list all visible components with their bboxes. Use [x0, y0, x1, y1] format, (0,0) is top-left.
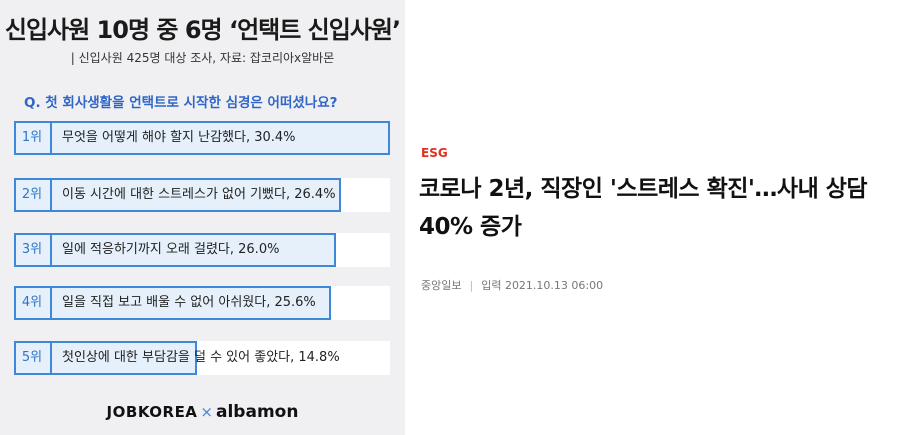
rank-answer: 무엇을 어떻게 해야 할지 난감했다, 30.4% [62, 130, 296, 145]
rank-answer: 일을 직접 보고 배울 수 없어 아쉬웠다, 25.6% [62, 295, 316, 310]
rank-answer: 첫인상에 대한 부담감을 덜 수 있어 좋았다, 14.8% [62, 350, 340, 365]
rank-number: 5위 [14, 341, 52, 375]
rank-number: 2위 [14, 178, 52, 212]
rank-answer: 일에 적응하기까지 오래 걸렸다, 26.0% [62, 242, 280, 257]
survey-infographic: 신입사원 10명 중 6명 ‘언택트 신입사원’ | 신입사원 425명 대상 … [0, 0, 405, 435]
rank-number: 3위 [14, 233, 52, 267]
rank-row: 4위 일을 직접 보고 배울 수 없어 아쉬웠다, 25.6% [14, 286, 390, 320]
rank-number: 1위 [14, 121, 52, 155]
article-publisher: 중앙일보 [421, 279, 462, 292]
rank-number: 4위 [14, 286, 52, 320]
rank-row: 3위 일에 적응하기까지 오래 걸렸다, 26.0% [14, 233, 390, 267]
rank-row: 5위 첫인상에 대한 부담감을 덜 수 있어 좋았다, 14.8% [14, 341, 390, 375]
article-headline[interactable]: 코로나 2년, 직장인 '스트레스 확진'…사내 상담 40% 증가 [419, 176, 868, 240]
article-category[interactable]: ESG [421, 146, 448, 160]
rank-row: 2위 이동 시간에 대한 스트레스가 없어 기뻤다, 26.4% [14, 178, 390, 212]
logo-separator: × [200, 403, 213, 421]
rank-bar-fill [14, 121, 390, 155]
infographic-title: 신입사원 10명 중 6명 ‘언택트 신입사원’ [4, 16, 401, 44]
meta-separator: | [469, 279, 474, 292]
rank-row: 1위 무엇을 어떻게 해야 할지 난감했다, 30.4% [14, 121, 390, 155]
article-date: 입력 2021.10.13 06:00 [481, 279, 604, 292]
albamon-logo: albamon [216, 402, 299, 422]
rank-bar-fill [14, 286, 331, 320]
rank-bar-fill [14, 341, 197, 375]
rank-answer: 이동 시간에 대한 스트레스가 없어 기뻤다, 26.4% [62, 187, 336, 202]
rank-bar-fill [14, 178, 341, 212]
rank-bar-fill [14, 233, 336, 267]
infographic-source: | 신입사원 425명 대상 조사, 자료: 잡코리아x알바몬 [70, 51, 335, 65]
article-meta: 중앙일보 | 입력 2021.10.13 06:00 [421, 277, 603, 293]
jobkorea-logo: JOBKOREA [106, 403, 198, 421]
survey-question: Q. 첫 회사생활을 언택트로 시작한 심경은 어떠셨나요? [24, 95, 338, 111]
brand-logos: JOBKOREA × albamon [0, 402, 405, 422]
